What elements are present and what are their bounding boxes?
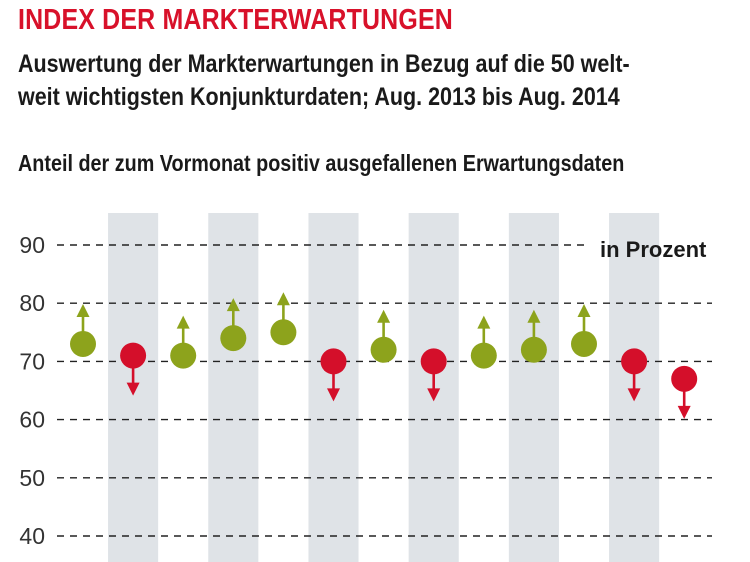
arrow-up-icon [176, 315, 190, 329]
data-point [671, 365, 698, 419]
data-point-marker [320, 348, 347, 375]
arrow-down-icon [427, 388, 441, 402]
y-tick-label: 50 [19, 465, 45, 491]
arrow-down-icon [327, 388, 340, 402]
data-point [470, 315, 497, 369]
data-point [420, 348, 447, 402]
data-point-marker [220, 325, 247, 352]
data-point [170, 315, 197, 369]
data-point-marker [170, 342, 197, 369]
data-point-marker [671, 365, 698, 392]
arrow-down-icon [677, 405, 691, 419]
data-point [370, 309, 397, 363]
data-point [320, 348, 347, 402]
chart-subtitle: Auswertung der Markterwartungen in Bezug… [18, 48, 740, 114]
data-point-marker [370, 336, 397, 363]
arrow-down-icon [627, 388, 641, 402]
chart-title: INDEX DER MARKTERWARTUNGEN [18, 4, 453, 36]
data-point [70, 303, 96, 357]
data-point-marker [420, 348, 447, 375]
data-point-marker [270, 319, 297, 346]
data-point [120, 342, 147, 396]
subtitle-line-1: Auswertung der Markterwartungen in Bezug… [18, 50, 630, 78]
subtitle-line-2: weit wichtigsten Konjunkturdaten; Aug. 2… [18, 83, 620, 111]
y-tick-label: 90 [19, 232, 45, 258]
data-point-marker [120, 342, 147, 369]
column-bands [108, 213, 660, 562]
arrow-up-icon [377, 309, 391, 323]
measure-label: Anteil der zum Vormonat positiv ausgefal… [18, 150, 625, 176]
column-band [208, 213, 259, 562]
y-tick-label: 70 [19, 348, 45, 374]
data-point-marker [571, 330, 597, 357]
data-point [621, 348, 648, 402]
data-point [270, 292, 297, 346]
data-point-marker [470, 342, 497, 369]
data-point [220, 298, 247, 352]
arrow-up-icon [226, 298, 240, 312]
data-point-marker [520, 336, 547, 363]
arrow-up-icon [477, 315, 491, 329]
y-tick-labels: 40 50 60 70 80 90 [19, 232, 45, 549]
data-point-marker [70, 330, 96, 357]
data-point [571, 303, 597, 357]
arrow-up-icon [527, 309, 541, 323]
arrow-up-icon [577, 303, 591, 317]
data-points [70, 292, 698, 419]
y-tick-label: 60 [19, 407, 45, 433]
arrow-up-icon [76, 303, 90, 317]
column-band [508, 213, 559, 562]
y-tick-label: 40 [19, 523, 45, 549]
arrow-down-icon [126, 382, 140, 396]
unit-label: in Prozent [600, 237, 707, 262]
data-point-marker [621, 348, 648, 375]
data-point [520, 309, 547, 363]
y-tick-label: 80 [19, 290, 45, 316]
arrow-up-icon [276, 292, 290, 306]
